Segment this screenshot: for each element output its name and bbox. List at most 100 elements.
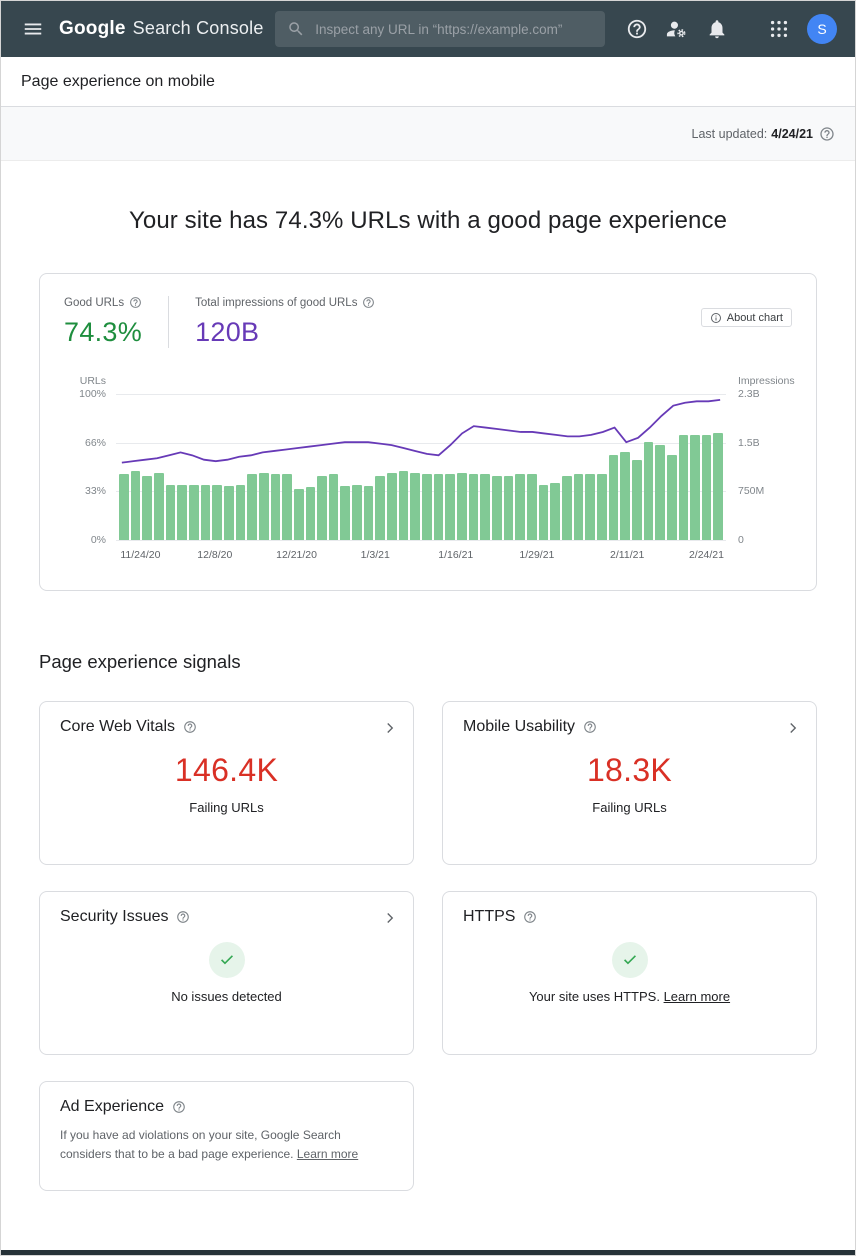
chart-bar[interactable] <box>153 472 164 540</box>
help-icon[interactable] <box>172 1100 186 1114</box>
account-avatar[interactable]: S <box>807 14 837 44</box>
chart-bar[interactable] <box>561 475 572 540</box>
gridline <box>116 540 726 541</box>
chart-bar[interactable] <box>596 474 607 540</box>
x-axis-label: 11/24/20 <box>120 549 161 561</box>
card-https[interactable]: HTTPS Your site uses HTTPS. Learn more <box>442 891 817 1055</box>
card-title: Core Web Vitals <box>60 718 176 735</box>
status-caption: No issues detected <box>171 989 282 1004</box>
chart-bar[interactable] <box>690 434 700 540</box>
breadcrumb: Page experience on mobile <box>21 72 215 90</box>
chevron-right-icon[interactable] <box>784 719 802 737</box>
card-mobile-usability[interactable]: Mobile Usability 18.3K Failing URLs <box>442 701 817 865</box>
chart-bar[interactable] <box>130 471 141 540</box>
chart-bar[interactable] <box>142 475 152 540</box>
impressions-metric[interactable]: Total impressions of good URLs 120B <box>195 296 375 348</box>
chart-bar[interactable] <box>620 452 630 540</box>
about-chart-button[interactable]: About chart <box>700 308 792 327</box>
chart-bar[interactable] <box>585 474 595 540</box>
chart-bar[interactable] <box>177 484 187 540</box>
card-title: HTTPS <box>463 908 516 925</box>
card-core-web-vitals[interactable]: Core Web Vitals 146.4K Failing URLs <box>39 701 414 865</box>
status-caption: Your site uses HTTPS. <box>528 989 660 1004</box>
chart-bar[interactable] <box>293 488 304 540</box>
chart-bar[interactable] <box>387 472 397 540</box>
chart-bar[interactable] <box>398 471 409 540</box>
chart-bar[interactable] <box>212 484 222 540</box>
learn-more-link[interactable]: Learn more <box>296 1146 359 1161</box>
chart-bar[interactable] <box>492 475 502 540</box>
chart-bar[interactable] <box>282 474 292 540</box>
chart-bar[interactable] <box>422 474 432 540</box>
chart-bar[interactable] <box>270 474 281 540</box>
chart-bar[interactable] <box>678 434 689 540</box>
product-name-text: Search Console <box>132 18 264 38</box>
failing-urls-value: 146.4K <box>174 752 279 788</box>
chart-bar[interactable] <box>317 475 327 540</box>
chart: URLs 100% 66% 33% 0% 11/24/20 12/8/20 12/21/20… <box>64 375 795 561</box>
help-icon[interactable] <box>183 720 197 734</box>
manage-users-button[interactable] <box>657 9 697 49</box>
chart-bar[interactable] <box>713 433 724 540</box>
menu-button[interactable] <box>13 9 53 49</box>
chart-bar[interactable] <box>247 474 257 540</box>
chart-bar[interactable] <box>468 474 479 540</box>
card-security-issues[interactable]: Security Issues No issues detected <box>39 891 414 1055</box>
chart-bar[interactable] <box>340 485 351 540</box>
app-logo[interactable]: Google Search Console <box>59 18 264 40</box>
chart-bar[interactable] <box>643 442 654 540</box>
chart-bar[interactable] <box>608 455 619 540</box>
x-axis-label: 1/29/21 <box>519 549 555 561</box>
url-inspection-searchbox[interactable] <box>275 11 606 47</box>
chart-bar[interactable] <box>550 483 560 540</box>
help-icon[interactable] <box>819 126 835 142</box>
help-icon[interactable] <box>362 296 375 309</box>
card-ad-experience[interactable]: Ad Experience If you have ad violations … <box>39 1081 414 1191</box>
chart-bar[interactable] <box>352 484 362 540</box>
chart-bar[interactable] <box>258 472 269 540</box>
chart-bar[interactable] <box>433 474 444 540</box>
chart-bar[interactable] <box>538 484 549 540</box>
chart-bars <box>116 394 726 540</box>
chart-bar[interactable] <box>363 485 374 540</box>
chart-bar[interactable] <box>573 474 584 540</box>
url-inspection-input[interactable] <box>315 21 594 37</box>
notifications-button[interactable] <box>697 9 737 49</box>
help-icon[interactable] <box>523 910 537 924</box>
chart-bar[interactable] <box>165 484 176 540</box>
chart-bar[interactable] <box>188 484 199 540</box>
google-apps-button[interactable] <box>759 9 799 49</box>
chevron-right-icon[interactable] <box>381 909 399 927</box>
chart-bar[interactable] <box>445 474 456 540</box>
chart-bar[interactable] <box>119 474 129 540</box>
chart-bar[interactable] <box>666 455 677 540</box>
help-icon[interactable] <box>583 720 597 734</box>
learn-more-link[interactable]: Learn more <box>663 989 731 1004</box>
chart-bar[interactable] <box>200 484 211 540</box>
chart-bar[interactable] <box>235 484 246 540</box>
chart-bar[interactable] <box>328 474 339 540</box>
gridline <box>116 394 726 395</box>
good-urls-metric[interactable]: Good URLs 74.3% <box>64 296 142 348</box>
chart-bar[interactable] <box>701 434 712 540</box>
user-settings-icon <box>666 21 686 38</box>
chevron-right-icon[interactable] <box>381 719 399 737</box>
apps-grid-icon <box>770 20 788 38</box>
chart-bar[interactable] <box>515 474 525 540</box>
chart-bar[interactable] <box>375 475 386 540</box>
help-button[interactable] <box>617 9 657 49</box>
chart-bar[interactable] <box>305 487 316 540</box>
chart-bar[interactable] <box>503 475 514 540</box>
help-icon[interactable] <box>129 296 142 309</box>
chart-bar[interactable] <box>526 474 537 540</box>
chart-bar[interactable] <box>410 472 421 540</box>
chart-bar[interactable] <box>223 485 234 540</box>
chart-bar[interactable] <box>457 472 467 540</box>
chart-bar[interactable] <box>480 474 490 540</box>
help-icon[interactable] <box>176 910 190 924</box>
chart-bar[interactable] <box>631 459 642 540</box>
x-axis-label: 12/8/20 <box>197 549 233 561</box>
chart-bar[interactable] <box>655 445 665 540</box>
y-axis-right: Impressions 2.3B 1.5B 750M 0 <box>726 375 795 546</box>
bell-icon <box>709 20 725 39</box>
